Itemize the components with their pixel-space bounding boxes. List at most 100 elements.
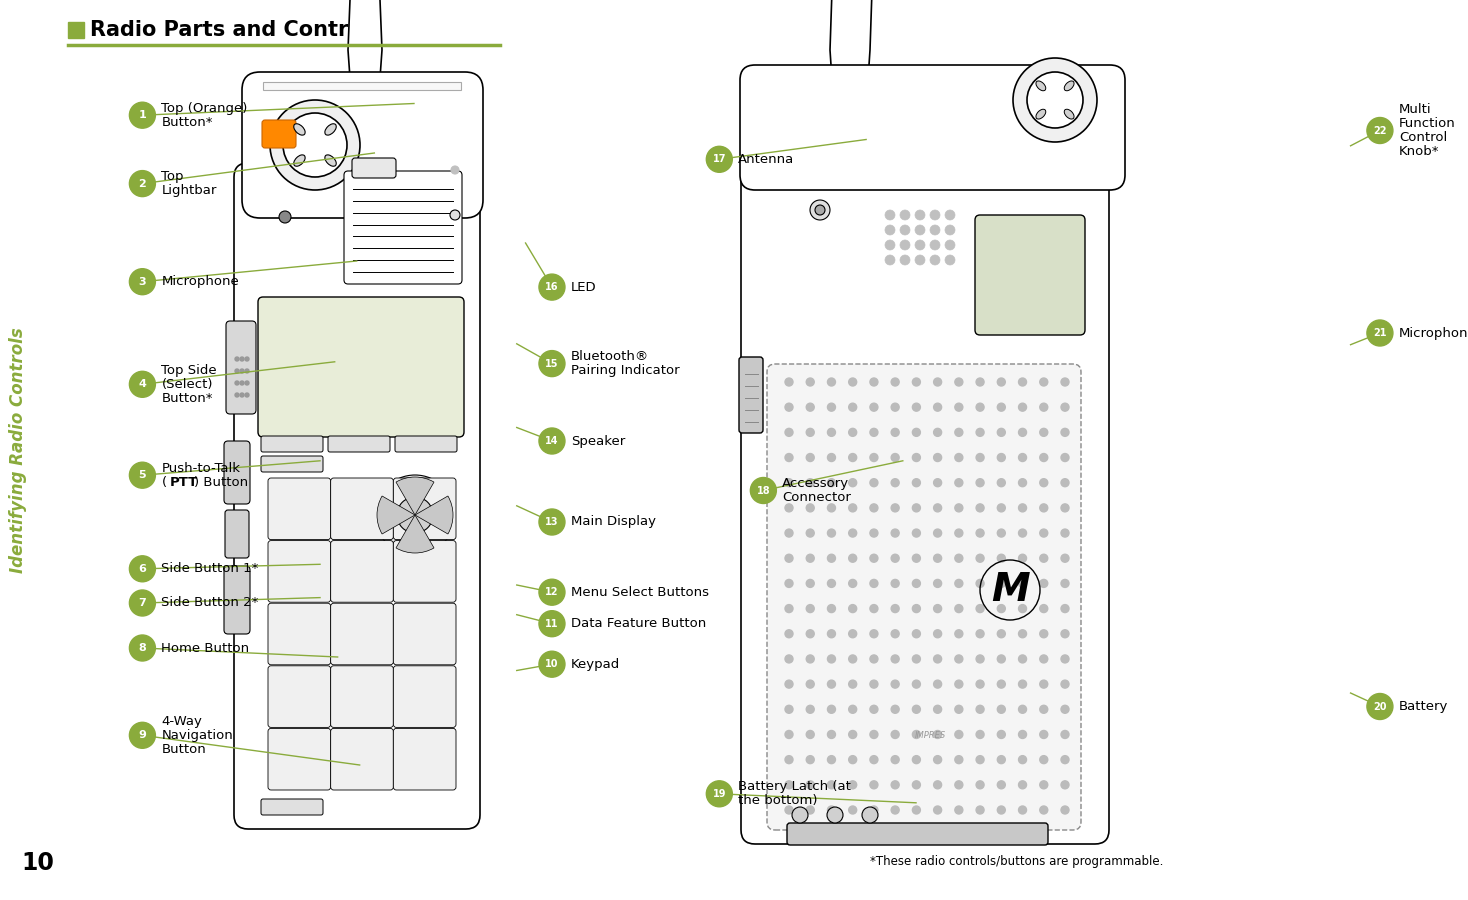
Circle shape [954, 504, 963, 512]
Circle shape [129, 590, 156, 616]
Circle shape [849, 403, 857, 411]
Circle shape [849, 529, 857, 537]
Circle shape [1061, 706, 1069, 714]
Circle shape [871, 630, 878, 638]
Circle shape [539, 509, 565, 535]
Circle shape [1039, 378, 1048, 386]
Text: 21: 21 [1373, 328, 1387, 338]
Circle shape [849, 479, 857, 487]
Circle shape [826, 807, 843, 823]
Text: IMPRES: IMPRES [915, 731, 945, 740]
Circle shape [1061, 479, 1069, 487]
Circle shape [129, 269, 156, 294]
Circle shape [129, 171, 156, 196]
Circle shape [849, 504, 857, 512]
Circle shape [785, 806, 793, 814]
Circle shape [806, 403, 815, 411]
Circle shape [245, 381, 250, 385]
Circle shape [815, 205, 825, 215]
Circle shape [1039, 630, 1048, 638]
Text: ) Button: ) Button [194, 476, 248, 489]
Circle shape [235, 369, 239, 373]
Circle shape [828, 580, 835, 588]
Circle shape [934, 655, 941, 663]
Circle shape [954, 655, 963, 663]
Circle shape [270, 100, 360, 190]
Circle shape [915, 255, 925, 265]
Circle shape [891, 580, 900, 588]
Circle shape [785, 529, 793, 537]
Text: Accessory: Accessory [782, 477, 850, 490]
Text: 19: 19 [712, 788, 727, 799]
Circle shape [915, 210, 925, 220]
Circle shape [976, 580, 984, 588]
Circle shape [1019, 479, 1026, 487]
Circle shape [997, 403, 1006, 411]
Ellipse shape [1064, 81, 1075, 91]
Circle shape [806, 781, 815, 788]
Circle shape [849, 731, 857, 739]
Circle shape [828, 504, 835, 512]
Circle shape [934, 454, 941, 462]
Circle shape [785, 706, 793, 714]
Circle shape [539, 351, 565, 376]
Circle shape [997, 605, 1006, 613]
Circle shape [891, 680, 900, 688]
Text: Identifying Radio Controls: Identifying Radio Controls [9, 327, 26, 573]
Circle shape [871, 806, 878, 814]
Circle shape [806, 479, 815, 487]
FancyBboxPatch shape [740, 65, 1124, 190]
Circle shape [915, 225, 925, 235]
Circle shape [976, 630, 984, 638]
Circle shape [862, 807, 878, 823]
Circle shape [885, 225, 895, 235]
Wedge shape [396, 477, 435, 515]
Text: 17: 17 [712, 154, 727, 165]
Circle shape [945, 255, 956, 265]
Circle shape [1019, 554, 1026, 562]
Circle shape [954, 479, 963, 487]
FancyBboxPatch shape [393, 541, 457, 602]
Circle shape [129, 635, 156, 661]
Circle shape [871, 428, 878, 436]
Circle shape [885, 240, 895, 250]
Circle shape [934, 554, 941, 562]
Text: Top (Orange): Top (Orange) [161, 102, 248, 114]
Circle shape [849, 756, 857, 763]
Circle shape [539, 611, 565, 636]
Circle shape [934, 504, 941, 512]
Circle shape [828, 605, 835, 613]
Circle shape [1061, 580, 1069, 588]
Text: Side Button 2*: Side Button 2* [161, 597, 258, 609]
Circle shape [900, 210, 910, 220]
Text: 14: 14 [545, 436, 559, 446]
Circle shape [828, 806, 835, 814]
Circle shape [1019, 454, 1026, 462]
Circle shape [806, 428, 815, 436]
Circle shape [1039, 605, 1048, 613]
Circle shape [1039, 504, 1048, 512]
Circle shape [1367, 694, 1393, 719]
Circle shape [1061, 554, 1069, 562]
Circle shape [129, 556, 156, 581]
Circle shape [954, 806, 963, 814]
Circle shape [891, 806, 900, 814]
Text: the bottom): the bottom) [738, 795, 818, 807]
Text: Antenna: Antenna [738, 153, 794, 166]
FancyBboxPatch shape [975, 215, 1085, 335]
Circle shape [806, 706, 815, 714]
Text: 2: 2 [138, 178, 147, 189]
Circle shape [806, 454, 815, 462]
Text: Control: Control [1399, 131, 1447, 144]
Text: 20: 20 [1373, 701, 1387, 712]
Circle shape [891, 781, 900, 788]
FancyBboxPatch shape [393, 666, 457, 727]
Circle shape [871, 781, 878, 788]
Text: 16: 16 [545, 282, 559, 292]
Circle shape [849, 580, 857, 588]
Circle shape [913, 428, 920, 436]
Circle shape [785, 479, 793, 487]
Circle shape [1019, 630, 1026, 638]
Circle shape [934, 630, 941, 638]
Circle shape [828, 479, 835, 487]
